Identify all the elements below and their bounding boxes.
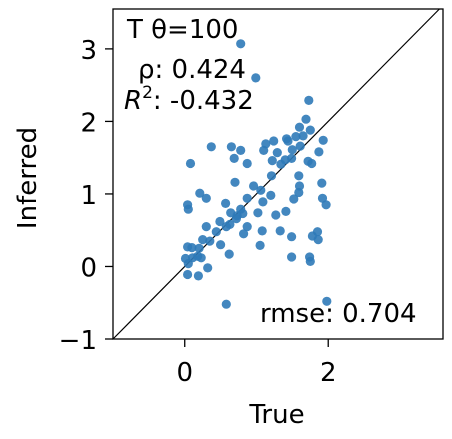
data-point (295, 141, 305, 151)
x-axis-label: True (248, 400, 304, 430)
data-point (275, 226, 285, 236)
data-point (313, 235, 323, 245)
data-point (266, 171, 277, 181)
data-point (321, 200, 331, 210)
data-point (289, 194, 299, 204)
data-point (242, 193, 252, 203)
data-point (198, 235, 208, 245)
data-point (317, 178, 327, 188)
data-point (304, 95, 314, 105)
data-point (185, 158, 196, 169)
data-point (281, 206, 291, 216)
data-point (224, 249, 234, 259)
data-point (231, 214, 241, 224)
data-point (298, 131, 308, 141)
data-point (221, 198, 231, 208)
data-point (322, 296, 332, 306)
data-point (216, 240, 226, 250)
data-point (307, 158, 317, 169)
data-point (253, 208, 263, 218)
data-point (183, 259, 193, 269)
y-tick-label: 2 (80, 108, 97, 138)
data-point (305, 256, 315, 266)
data-point (287, 145, 297, 155)
annotation-rmse: rmse: 0.704 (260, 299, 417, 329)
data-point (211, 227, 221, 237)
x-tick-label: 2 (320, 358, 337, 388)
data-point (215, 216, 225, 227)
y-tick-label: 1 (80, 181, 97, 211)
data-point (314, 147, 324, 157)
data-point (187, 243, 197, 253)
data-point (236, 39, 246, 49)
data-point (272, 148, 282, 158)
data-point (239, 229, 249, 239)
data-point (269, 136, 279, 146)
data-point (206, 142, 216, 152)
data-point (251, 73, 261, 83)
y-tick-label: 0 (80, 253, 97, 283)
data-point (201, 222, 211, 232)
data-point (305, 125, 315, 135)
data-point (221, 222, 231, 232)
data-point (196, 253, 206, 263)
data-point (203, 263, 213, 273)
data-point (194, 243, 204, 253)
plot-frame (112, 8, 444, 340)
data-point (201, 193, 211, 203)
data-point (249, 181, 259, 191)
data-point (257, 226, 267, 236)
data-point (287, 232, 297, 242)
data-point (205, 236, 215, 246)
data-point (221, 299, 231, 309)
data-point (242, 222, 252, 232)
ticks-layer: 0 2 −1 0 1 2 3 (59, 36, 337, 388)
annotation-r2-prefix: R (124, 86, 142, 116)
data-point (195, 188, 205, 198)
points-layer (180, 39, 332, 309)
annotation-r2: R2: -0.432 (124, 83, 254, 116)
data-point (261, 139, 271, 149)
annotation-title: T θ=100 (126, 15, 238, 45)
annotation-r2-sup: 2 (142, 83, 153, 103)
data-point (230, 177, 240, 187)
data-point (287, 153, 297, 163)
data-point (242, 158, 252, 169)
data-point (318, 135, 328, 145)
data-point (226, 142, 236, 152)
y-tick-label: −1 (59, 326, 97, 356)
data-point (271, 210, 281, 220)
data-point (294, 171, 304, 181)
data-point (183, 204, 193, 214)
x-tick-label: 0 (176, 358, 193, 388)
data-point (256, 185, 266, 195)
data-point (193, 271, 203, 281)
data-point (255, 240, 265, 250)
annotation-r2-value: : -0.432 (153, 86, 254, 116)
data-point (276, 159, 286, 169)
data-point (229, 153, 239, 163)
data-point (266, 190, 276, 200)
annotation-rho: ρ: 0.424 (138, 55, 246, 85)
identity-line (112, 8, 440, 340)
data-point (294, 122, 305, 132)
data-point (267, 156, 277, 166)
data-point (287, 252, 297, 262)
data-point (291, 132, 301, 142)
data-point (183, 269, 193, 280)
y-axis-label: Inferred (13, 127, 43, 229)
data-point (236, 145, 246, 155)
data-point (294, 187, 304, 198)
data-point (301, 114, 311, 124)
data-point (258, 197, 268, 207)
data-point (283, 136, 293, 146)
y-tick-label: 3 (80, 36, 97, 66)
